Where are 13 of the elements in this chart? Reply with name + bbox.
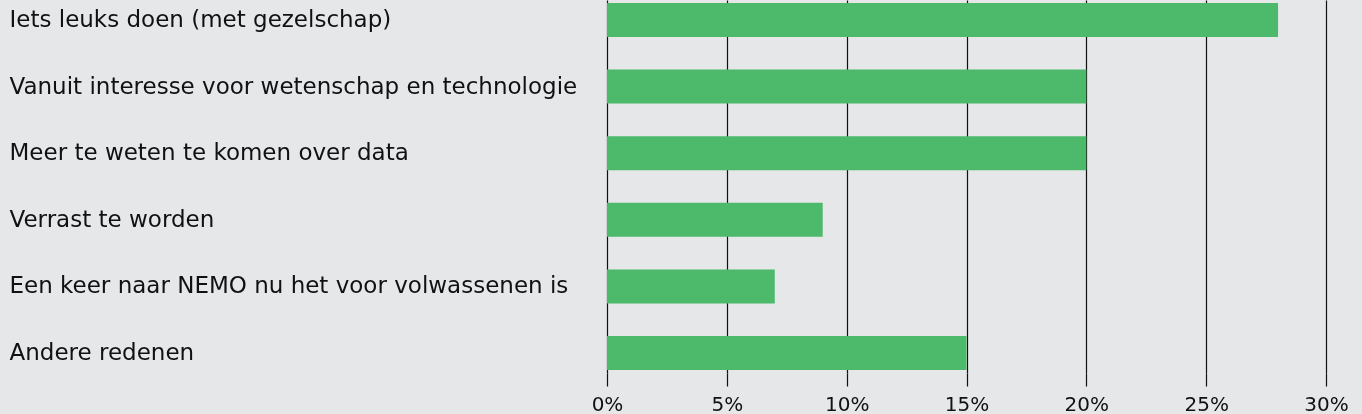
x-tick-label: 25% (1184, 391, 1229, 414)
x-tick-label: 20% (1064, 391, 1110, 414)
y-tick-label: Vanuit interesse voor wetenschap en technologie (9, 72, 578, 99)
y-tick-label: Meer te weten te komen over data (9, 139, 409, 166)
y-tick-label: Een keer naar NEMO nu het voor volwassenen is (9, 272, 569, 299)
x-tick-label: 15% (944, 391, 990, 414)
x-tick-label: 0% (591, 391, 624, 414)
y-tick-label: Verrast te worden (9, 205, 215, 232)
x-tick-label: 10% (824, 391, 870, 414)
y-tick-label: Andere redenen (9, 339, 195, 366)
x-tick-label: 30% (1304, 391, 1349, 414)
y-tick-label: Iets leuks doen (met gezelschap) (9, 5, 392, 32)
x-tick-label: 5% (711, 391, 744, 414)
